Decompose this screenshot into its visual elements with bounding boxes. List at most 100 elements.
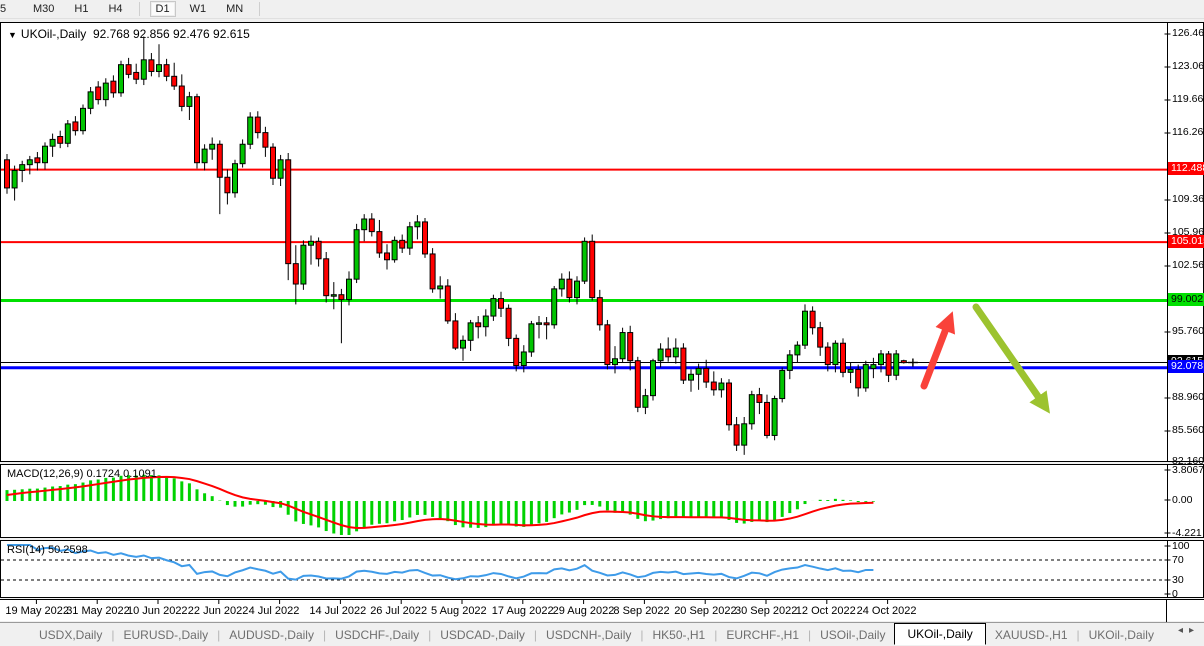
date-ticks bbox=[35, 600, 1167, 622]
candle-body bbox=[34, 157, 41, 164]
candle-body bbox=[870, 364, 877, 369]
tab-separator: | bbox=[428, 627, 432, 642]
tab-separator: | bbox=[808, 627, 812, 642]
candle-body bbox=[680, 347, 687, 381]
candlestick-chart[interactable] bbox=[1, 23, 1203, 461]
candle-body bbox=[19, 164, 26, 171]
candle-body bbox=[429, 253, 436, 290]
tab-separator: | bbox=[111, 627, 115, 642]
candle-body bbox=[885, 353, 892, 376]
rsi-label: RSI(14) 50.2598 bbox=[7, 544, 88, 556]
candle-body bbox=[642, 395, 649, 408]
tab-scroll-left-icon[interactable]: ◂ bbox=[1177, 625, 1189, 636]
candle-body bbox=[840, 342, 846, 373]
tab-separator: | bbox=[714, 627, 718, 642]
timeframe-button-mn[interactable]: MN bbox=[226, 3, 244, 15]
candle-body bbox=[80, 107, 86, 132]
candle-body bbox=[353, 229, 360, 280]
candle-body bbox=[634, 360, 641, 408]
candle-body bbox=[292, 263, 299, 285]
candle-body bbox=[893, 353, 900, 376]
rsi-line bbox=[7, 544, 874, 581]
candle-body bbox=[604, 324, 611, 366]
tab-scroll-right-icon[interactable]: ▸ bbox=[1188, 625, 1200, 636]
candle-body bbox=[809, 310, 816, 329]
candle-body bbox=[26, 159, 33, 166]
rsi-value: 50.2598 bbox=[47, 544, 88, 556]
rsi-panel[interactable]: RSI(14) 50.2598 bbox=[0, 540, 1204, 598]
candle-body bbox=[558, 278, 565, 290]
tab-hk50-h1[interactable]: HK50-,H1 bbox=[652, 627, 706, 642]
candle-body bbox=[832, 342, 839, 366]
candle-body bbox=[118, 64, 124, 94]
date-label: 22 Jun 2022 bbox=[187, 605, 249, 617]
tab-eurusd-daily[interactable]: EURUSD-,Daily bbox=[123, 627, 209, 642]
timeframe-button-w1[interactable]: W1 bbox=[189, 3, 207, 15]
candle-body bbox=[847, 368, 854, 373]
candle-body bbox=[627, 332, 634, 362]
candle-body bbox=[824, 346, 831, 366]
candle-body bbox=[338, 294, 345, 301]
collapse-indicator-icon[interactable]: ▼ bbox=[8, 30, 17, 40]
timeframe-toolbar: 5 M30 H1 H4 D1 W1 MN bbox=[0, 0, 1204, 19]
tab-usdcad-daily[interactable]: USDCAD-,Daily bbox=[440, 627, 525, 642]
date-label: 31 May 2022 bbox=[66, 605, 130, 617]
candle-body bbox=[612, 358, 618, 366]
date-label: 12 Oct 2022 bbox=[795, 605, 856, 617]
tab-scroll-arrows[interactable]: ◂▸ bbox=[1178, 625, 1200, 636]
main-chart-panel[interactable]: ▼ UKOil-,Daily 92.768 92.856 92.476 92.61… bbox=[0, 22, 1204, 462]
candle-body bbox=[520, 351, 527, 367]
candle-body bbox=[672, 347, 679, 358]
tab-separator: | bbox=[1076, 627, 1080, 642]
date-label: 8 Sep 2022 bbox=[613, 605, 670, 617]
tab-separator: | bbox=[217, 627, 221, 642]
candle-body bbox=[695, 367, 702, 375]
candle-body bbox=[95, 86, 102, 101]
tab-usdcnh-daily[interactable]: USDCNH-,Daily bbox=[546, 627, 632, 642]
candle-body bbox=[254, 116, 261, 134]
candle-body bbox=[216, 143, 223, 178]
date-label: 4 Jul 2022 bbox=[248, 605, 300, 617]
candle-body bbox=[505, 307, 512, 339]
tab-separator: | bbox=[322, 627, 327, 642]
date-axis[interactable]: 19 May 2022 31 May 2022 10 Jun 2022 22 Jun … bbox=[0, 599, 1204, 622]
candle-body bbox=[437, 285, 444, 290]
candle-body bbox=[110, 80, 117, 94]
candle-body bbox=[490, 298, 497, 317]
tab-usdx-daily[interactable]: USDX,Daily bbox=[39, 627, 103, 642]
candle-body bbox=[315, 240, 322, 260]
macd-panel[interactable]: MACD(12,26,9) 0.1724 0.1091 bbox=[0, 464, 1204, 538]
date-label: 10 Jun 2022 bbox=[127, 605, 188, 617]
tab-usdchf-daily[interactable]: USDCHF-,Daily bbox=[335, 627, 420, 642]
candle-body bbox=[718, 382, 725, 391]
candle-body bbox=[4, 159, 10, 189]
toolbar-separator bbox=[259, 2, 261, 16]
candle-body bbox=[900, 360, 907, 364]
timeframe-button-m30[interactable]: M30 bbox=[33, 3, 55, 15]
chart-symbol-label: UKOil-,Daily bbox=[20, 27, 87, 41]
candle-body bbox=[771, 398, 778, 436]
tab-eurchf-h1[interactable]: EURCHF-,H1 bbox=[726, 627, 799, 642]
timeframe-button-h1[interactable]: H1 bbox=[74, 3, 89, 15]
candle-body bbox=[619, 332, 626, 360]
date-label: 14 Jul 2022 bbox=[309, 605, 367, 617]
bearish-arrow[interactable] bbox=[972, 303, 1050, 414]
candle-body bbox=[467, 322, 474, 341]
candle-body bbox=[764, 401, 770, 436]
tab-audusd-daily[interactable]: AUDUSD-,Daily bbox=[229, 627, 314, 642]
candle-body bbox=[665, 348, 672, 358]
tab-usoil-daily[interactable]: USOil-,Daily bbox=[820, 627, 886, 642]
macd-values: 0.1724 0.1091 bbox=[86, 468, 157, 480]
candle-body bbox=[49, 138, 56, 147]
bullish-arrow[interactable] bbox=[920, 311, 956, 390]
macd-label: MACD(12,26,9) 0.1724 0.1091 bbox=[7, 468, 157, 480]
candle-body bbox=[163, 64, 170, 77]
timeframe-button-d1[interactable]: D1 bbox=[149, 1, 176, 17]
clipped-timeframe-button[interactable]: 5 bbox=[0, 3, 7, 15]
tab-ukoil-daily-active[interactable]: UKOil-,Daily bbox=[894, 623, 986, 645]
candle-body bbox=[551, 288, 558, 326]
timeframe-button-h4[interactable]: H4 bbox=[108, 3, 123, 15]
tab-ukoil-daily[interactable]: UKOil-,Daily bbox=[1088, 627, 1154, 642]
candle-body bbox=[703, 367, 710, 383]
tab-xauusd-h1[interactable]: XAUUSD-,H1 bbox=[994, 627, 1068, 642]
